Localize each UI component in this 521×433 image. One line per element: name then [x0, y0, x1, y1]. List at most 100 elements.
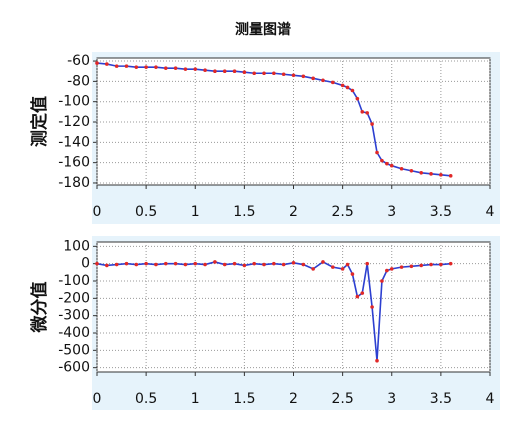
data-point — [95, 261, 99, 266]
x-tick-label: 2.5 — [331, 204, 353, 220]
data-point — [272, 261, 276, 266]
data-point — [114, 262, 119, 267]
y-tick-label: 100 — [63, 238, 90, 254]
data-point — [429, 262, 433, 267]
data-point — [163, 66, 168, 70]
data-point — [385, 268, 389, 273]
data-point — [380, 158, 384, 163]
data-point — [301, 262, 306, 267]
y-tick-label: -80 — [67, 73, 90, 89]
data-point — [114, 64, 119, 68]
y-axis-label: 微分值 — [29, 282, 50, 334]
x-tick-label: 0 — [93, 391, 102, 407]
data-point — [262, 71, 266, 76]
data-point — [124, 261, 129, 266]
data-point — [355, 96, 360, 101]
data-point — [193, 67, 198, 71]
y-tick-label: -500 — [58, 342, 90, 358]
data-point — [144, 65, 148, 69]
data-point — [183, 67, 188, 71]
data-point — [105, 62, 109, 66]
data-point — [399, 166, 404, 171]
data-point — [154, 262, 158, 267]
y-tick-label: 0 — [81, 256, 90, 272]
data-point — [252, 71, 256, 76]
x-tick-label: 1.5 — [233, 204, 255, 220]
data-point — [399, 265, 404, 269]
data-point — [311, 76, 315, 81]
y-tick-label: -140 — [58, 134, 90, 150]
data-point — [439, 173, 443, 177]
data-point — [183, 262, 188, 267]
data-point — [370, 305, 374, 309]
x-tick-label: 1 — [191, 204, 200, 220]
data-point — [134, 262, 139, 267]
y-tick-label: -300 — [58, 308, 90, 324]
data-point — [345, 85, 350, 90]
data-point — [95, 61, 99, 65]
data-point — [105, 263, 109, 268]
data-point — [134, 65, 139, 69]
data-point — [173, 261, 178, 266]
data-point — [345, 262, 350, 267]
data-point — [242, 263, 247, 268]
x-tick-label: 3.5 — [430, 204, 452, 220]
data-point — [370, 122, 374, 126]
data-point — [124, 64, 129, 68]
data-point — [321, 78, 325, 83]
data-point — [389, 163, 394, 168]
data-point — [232, 261, 237, 266]
data-point — [301, 74, 306, 79]
data-point — [350, 88, 355, 93]
data-point — [419, 171, 424, 175]
x-tick-label: 3 — [387, 204, 396, 220]
data-point — [154, 65, 158, 69]
data-point — [389, 267, 394, 271]
data-point — [365, 261, 369, 266]
data-point — [203, 68, 207, 72]
y-tick-label: -100 — [58, 273, 90, 289]
y-tick-label: -60 — [67, 53, 90, 69]
data-point — [429, 172, 433, 176]
data-point — [213, 69, 217, 74]
data-point — [311, 267, 315, 271]
y-tick-label: -400 — [58, 325, 90, 341]
y-tick-label: -120 — [58, 114, 90, 130]
data-point — [409, 264, 414, 269]
chart-title: 测量图谱 — [235, 21, 291, 38]
x-tick-label: 2 — [289, 204, 298, 220]
x-tick-label: 3.5 — [430, 391, 452, 407]
data-point — [355, 294, 360, 299]
data-point — [360, 291, 365, 295]
x-tick-label: 4 — [486, 204, 495, 220]
x-tick-label: 0.5 — [135, 391, 157, 407]
data-point — [281, 72, 286, 77]
data-point — [281, 262, 286, 267]
data-point — [340, 83, 345, 88]
data-point — [385, 161, 389, 166]
data-point — [272, 71, 276, 76]
x-tick-label: 4 — [486, 391, 495, 407]
data-point — [213, 260, 217, 264]
data-point — [252, 261, 256, 266]
data-point — [350, 272, 355, 276]
data-point — [448, 174, 453, 178]
data-point — [262, 262, 266, 267]
data-point — [439, 262, 443, 267]
data-point — [242, 70, 247, 75]
data-point — [291, 261, 296, 265]
data-point — [380, 279, 384, 283]
data-point — [331, 80, 335, 85]
x-tick-label: 3 — [387, 391, 396, 407]
x-tick-label: 0.5 — [135, 204, 157, 220]
data-point — [360, 110, 365, 114]
x-tick-label: 0 — [93, 204, 102, 220]
data-point — [448, 261, 453, 266]
data-point — [375, 358, 379, 363]
data-point — [193, 261, 198, 266]
data-point — [340, 267, 345, 271]
data-point — [331, 265, 335, 269]
data-point — [419, 263, 424, 268]
